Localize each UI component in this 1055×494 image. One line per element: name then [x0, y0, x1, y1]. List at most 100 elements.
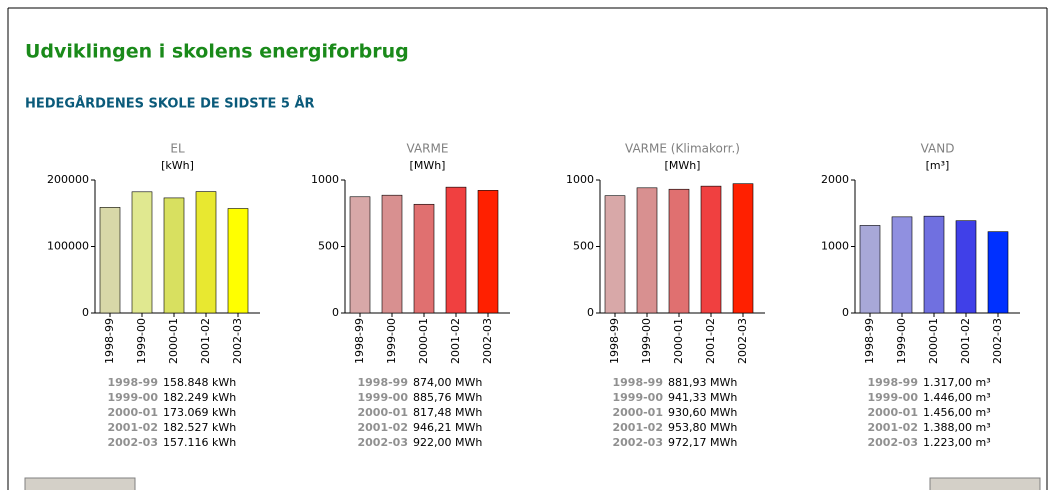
chart-title: VARME (Klimakorr.)	[625, 142, 740, 156]
table-value: 1.317,00 m³	[923, 376, 991, 389]
x-tick-label: 2002-03	[991, 318, 1004, 364]
button[interactable]	[24, 477, 136, 493]
x-tick-label: 2002-03	[481, 318, 494, 364]
table-value: 881,93 MWh	[668, 376, 737, 389]
page-subtitle: HEDEGÅRDENES SKOLE DE SIDSTE 5 ÅR	[25, 96, 315, 112]
table-category: 2002-03	[868, 436, 919, 449]
table-value: 922,00 MWh	[413, 436, 482, 449]
chart-title: EL	[170, 142, 185, 156]
x-tick-label: 2002-03	[231, 318, 244, 364]
y-tick-label: 0	[332, 306, 339, 319]
x-tick-label: 1999-00	[640, 318, 653, 364]
table-category: 1999-00	[108, 391, 159, 404]
table-value: 930,60 MWh	[668, 406, 737, 419]
bar	[732, 183, 754, 314]
table-value: 885,76 MWh	[413, 391, 482, 404]
bar	[987, 231, 1009, 314]
x-tick-label: 1998-99	[863, 318, 876, 364]
table-category: 2002-03	[358, 436, 409, 449]
x-tick-label: 2000-01	[927, 318, 940, 364]
bar	[413, 203, 435, 314]
bar	[445, 186, 467, 314]
table-value: 972,17 MWh	[668, 436, 737, 449]
table-value: 157.116 kWh	[163, 436, 236, 449]
table-category: 2002-03	[108, 436, 159, 449]
y-tick-label: 1000	[311, 173, 339, 186]
table-value: 1.456,00 m³	[923, 406, 991, 419]
y-tick-label: 0	[842, 306, 849, 319]
x-tick-label: 2000-01	[167, 318, 180, 364]
bar	[955, 220, 977, 314]
table-value: 1.223,00 m³	[923, 436, 991, 449]
chart-unit: [MWh]	[410, 159, 446, 172]
bar	[891, 216, 913, 314]
chart-title: VAND	[921, 142, 955, 156]
chart-unit: [kWh]	[161, 159, 194, 172]
bar	[131, 191, 153, 314]
table-category: 1998-99	[868, 376, 919, 389]
table-category: 2000-01	[613, 406, 664, 419]
table-value: 1.388,00 m³	[923, 421, 991, 434]
table-category: 1999-00	[613, 391, 664, 404]
table-value: 953,80 MWh	[668, 421, 737, 434]
y-tick-label: 1000	[821, 240, 849, 253]
table-category: 2000-01	[868, 406, 919, 419]
table-value: 158.848 kWh	[163, 376, 236, 389]
table-value: 1.446,00 m³	[923, 391, 991, 404]
table-category: 1998-99	[613, 376, 664, 389]
bar	[923, 215, 945, 314]
bar	[477, 190, 499, 314]
chart-unit: [MWh]	[665, 159, 701, 172]
table-category: 1999-00	[358, 391, 409, 404]
table-category: 2001-02	[613, 421, 664, 434]
table-category: 2001-02	[358, 421, 409, 434]
y-tick-label: 1000	[566, 173, 594, 186]
table-category: 1998-99	[358, 376, 409, 389]
x-tick-label: 2001-02	[199, 318, 212, 364]
y-tick-label: 0	[82, 306, 89, 319]
table-category: 2002-03	[613, 436, 664, 449]
x-tick-label: 2001-02	[959, 318, 972, 364]
bar	[381, 194, 403, 314]
x-tick-label: 1998-99	[608, 318, 621, 364]
x-tick-label: 2001-02	[449, 318, 462, 364]
table-value: 173.069 kWh	[163, 406, 236, 419]
table-category: 2000-01	[108, 406, 159, 419]
table-value: 817,48 MWh	[413, 406, 482, 419]
y-tick-label: 200000	[47, 173, 89, 186]
table-value: 874,00 MWh	[413, 376, 482, 389]
x-tick-label: 1999-00	[385, 318, 398, 364]
x-tick-label: 1999-00	[895, 318, 908, 364]
x-tick-label: 1998-99	[103, 318, 116, 364]
y-tick-label: 500	[573, 240, 594, 253]
bar	[636, 187, 658, 314]
x-tick-label: 2001-02	[704, 318, 717, 364]
x-tick-label: 1998-99	[353, 318, 366, 364]
table-category: 2000-01	[358, 406, 409, 419]
bar	[700, 185, 722, 314]
bar	[227, 208, 249, 314]
table-category: 1999-00	[868, 391, 919, 404]
x-tick-label: 2000-01	[417, 318, 430, 364]
table-value: 182.249 kWh	[163, 391, 236, 404]
table-value: 946,21 MWh	[413, 421, 482, 434]
table-value: 941,33 MWh	[668, 391, 737, 404]
x-tick-label: 2002-03	[736, 318, 749, 364]
x-tick-label: 2000-01	[672, 318, 685, 364]
y-tick-label: 500	[318, 240, 339, 253]
bar	[859, 225, 881, 314]
page-title: Udviklingen i skolens energiforbrug	[25, 41, 409, 63]
bar	[604, 195, 626, 314]
bar	[668, 188, 690, 314]
x-tick-label: 1999-00	[135, 318, 148, 364]
bar	[99, 207, 121, 314]
bar	[349, 196, 371, 314]
y-tick-label: 0	[587, 306, 594, 319]
bar	[163, 197, 185, 314]
table-category: 2001-02	[108, 421, 159, 434]
table-category: 1998-99	[108, 376, 159, 389]
button[interactable]	[929, 477, 1041, 493]
chart-title: VARME	[407, 142, 449, 156]
